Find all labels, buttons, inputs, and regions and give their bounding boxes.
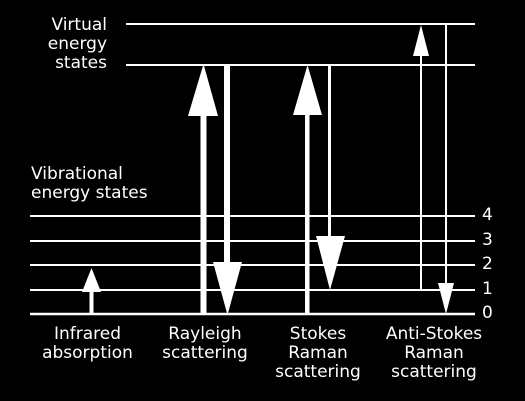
stokes-raman-label-line-2: Raman: [288, 343, 348, 363]
infrared-absorption-arrow: [82, 268, 101, 314]
level-3-label: 3: [482, 230, 493, 250]
anti-stokes-raman-label-line-3: scattering: [391, 362, 477, 382]
rayleigh-scattering-label: Rayleigh scattering: [150, 325, 260, 363]
rayleigh-emission-arrow: [213, 65, 242, 315]
stokes-raman-label: Stokes Raman scattering: [268, 325, 368, 382]
level-0-label: 0: [482, 303, 493, 323]
vibrational-states-label-line-1: Vibrational: [31, 164, 123, 184]
level-4-label: 4: [482, 205, 493, 225]
anti-stokes-emission-arrow: [438, 25, 454, 314]
virtual-states-label-line-2: energy: [47, 34, 107, 54]
level-2-label: 2: [482, 254, 493, 274]
stokes-emission-arrow: [316, 65, 345, 290]
virtual-states-label-line-3: states: [55, 53, 107, 73]
virtual-states-label-line-1: Virtual: [51, 15, 107, 35]
anti-stokes-raman-label: Anti-Stokes Raman scattering: [375, 325, 493, 382]
anti-stokes-raman-label-line-1: Anti-Stokes: [385, 324, 483, 344]
infrared-absorption-label: Infrared absorption: [30, 325, 145, 363]
virtual-states-label: Virtual energy states: [20, 16, 107, 73]
stokes-raman-label-line-1: Stokes: [289, 324, 347, 344]
infrared-absorption-label-line-1: Infrared: [53, 324, 122, 344]
vibrational-states-label-line-2: energy states: [31, 183, 148, 203]
rayleigh-scattering-label-line-2: scattering: [162, 343, 248, 363]
anti-stokes-raman-label-line-2: Raman: [404, 343, 464, 363]
rayleigh-scattering-label-line-1: Rayleigh: [168, 324, 242, 344]
stokes-excitation-arrow: [293, 65, 322, 314]
anti-stokes-excitation-arrow: [413, 25, 429, 290]
rayleigh-excitation-arrow: [188, 64, 218, 314]
level-1-label: 1: [482, 279, 493, 299]
stokes-raman-label-line-3: scattering: [275, 362, 361, 382]
infrared-absorption-label-line-2: absorption: [42, 343, 133, 363]
vibrational-states-label: Vibrational energy states: [31, 165, 148, 203]
